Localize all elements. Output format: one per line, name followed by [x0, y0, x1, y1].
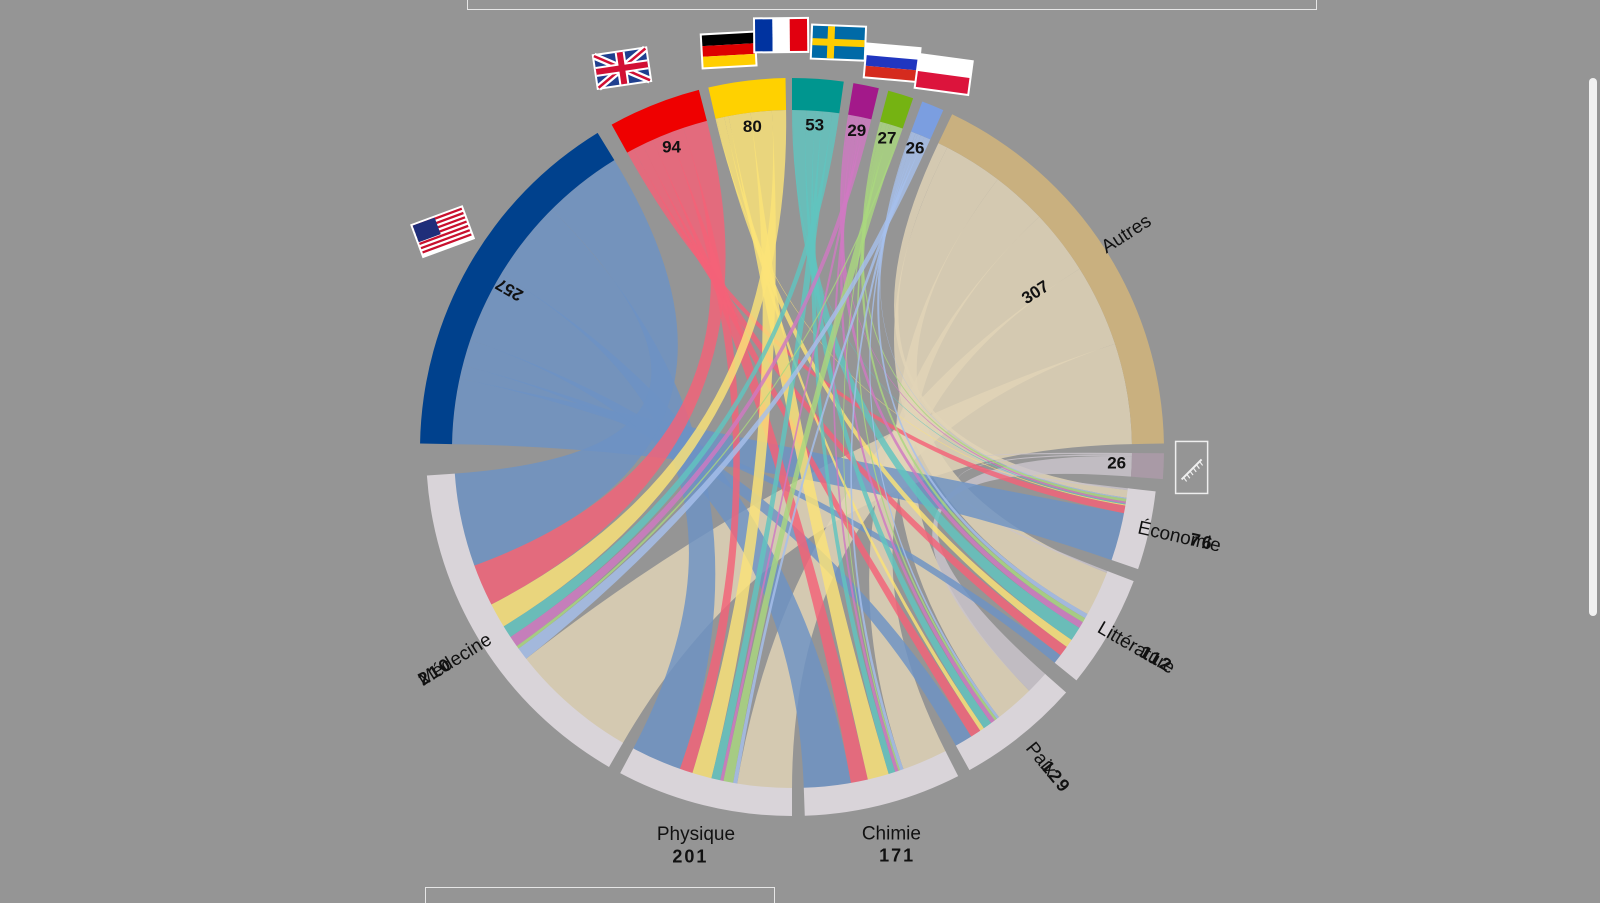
arcs-layer [420, 78, 1164, 816]
flag-cross [812, 38, 865, 48]
value-label-france: 53 [805, 115, 824, 134]
arc-russia[interactable] [879, 90, 914, 129]
fern-stem [1180, 458, 1203, 481]
scrollbar-thumb[interactable] [1589, 78, 1597, 616]
label-others: Autres [1098, 211, 1156, 258]
ribbon-sweden-physique[interactable] [719, 117, 866, 783]
total-chimie: 171 [879, 845, 915, 865]
ribbon-uk-chimie[interactable] [652, 132, 869, 785]
arc-physique[interactable] [620, 748, 792, 816]
bottom-panel [425, 887, 775, 903]
arc-usa[interactable] [420, 132, 615, 445]
arc-paix[interactable] [955, 673, 1067, 771]
ribbon-germany-economie[interactable] [715, 118, 1128, 506]
label-chimie: Chimie [862, 823, 921, 844]
ribbons-layer [452, 110, 1132, 790]
flag-cross-red [616, 51, 628, 85]
arc-poland[interactable] [911, 101, 944, 140]
value-label-poland: 26 [906, 139, 925, 158]
flag-canton [412, 217, 441, 243]
ribbon-others-chimie[interactable] [869, 216, 1080, 771]
russia-flag-icon [862, 42, 922, 84]
arc-others[interactable] [938, 114, 1164, 445]
ribbon-usa-medecine[interactable] [452, 160, 678, 567]
scrollbar[interactable] [1586, 0, 1600, 900]
arc-economie[interactable] [1111, 488, 1156, 570]
ribbon-uk-medecine[interactable] [472, 120, 726, 606]
flag-band [701, 32, 755, 47]
fern-leaf [1189, 470, 1194, 476]
ribbon-germany-physique[interactable] [691, 110, 776, 781]
ribbon-nz-paix[interactable] [932, 455, 1132, 693]
flag-cross [826, 26, 836, 59]
ribbon-russia-physique[interactable] [723, 124, 902, 785]
france-flag-icon [752, 16, 810, 54]
value-label-nz: 26 [1107, 454, 1126, 473]
flag-band [866, 44, 920, 60]
ribbon-france-paix[interactable] [805, 110, 993, 730]
ribbon-uk-paix[interactable] [642, 139, 982, 739]
label-physique: Physique [657, 824, 735, 845]
value-label-russia: 27 [878, 129, 897, 148]
fern-leaf [1183, 477, 1188, 482]
fern-box [1174, 440, 1209, 495]
flag-band [702, 43, 755, 57]
ribbon-usa-chimie[interactable] [470, 273, 852, 790]
flag-band [702, 53, 756, 68]
arc-sweden[interactable] [848, 83, 879, 120]
us-flag-icon [410, 205, 476, 259]
top-panel [467, 0, 1317, 10]
flag-band [754, 19, 773, 52]
flag-band [865, 55, 919, 71]
arc-france[interactable] [792, 78, 844, 114]
flag-band [915, 71, 970, 94]
flag-stripe [422, 233, 472, 254]
flag-band [772, 19, 790, 52]
arc-litterature[interactable] [1054, 571, 1134, 681]
flag-stripe [419, 224, 469, 245]
ribbon-others-physique[interactable] [736, 268, 1116, 790]
fern-leaf [1195, 464, 1200, 470]
arc-germany[interactable] [708, 78, 787, 119]
value-label-sweden: 29 [847, 121, 866, 140]
flag-stripe [420, 229, 471, 250]
nz-fern-icon [1174, 440, 1209, 495]
total-physique: 201 [672, 846, 708, 866]
ribbon-france-physique[interactable] [710, 111, 833, 783]
ribbon-france-litterature[interactable] [792, 110, 1082, 642]
flag-band [789, 18, 808, 52]
flag-band [917, 55, 972, 78]
arc-chimie[interactable] [803, 751, 959, 816]
flag-band [864, 65, 918, 81]
germany-flag-icon [699, 30, 758, 70]
arc-nz[interactable] [1130, 452, 1164, 480]
fern-leaf [1192, 467, 1197, 473]
poland-flag-icon [913, 52, 974, 97]
fern-leaf [1186, 473, 1191, 479]
value-label-germany: 80 [743, 117, 762, 136]
arc-uk[interactable] [611, 89, 707, 153]
fern-leaf [1199, 461, 1204, 466]
sweden-flag-icon [809, 23, 868, 62]
value-label-uk: 94 [662, 138, 681, 157]
ribbon-sweden-paix[interactable] [840, 115, 996, 725]
ribbon-usa-physique[interactable] [501, 209, 716, 771]
uk-flag-icon [591, 45, 653, 91]
ribbon-poland-litterature[interactable] [877, 131, 1090, 620]
flags-layer [410, 16, 1209, 495]
ribbon-others-paix[interactable] [895, 179, 1040, 719]
arc-medecine[interactable] [426, 473, 623, 767]
